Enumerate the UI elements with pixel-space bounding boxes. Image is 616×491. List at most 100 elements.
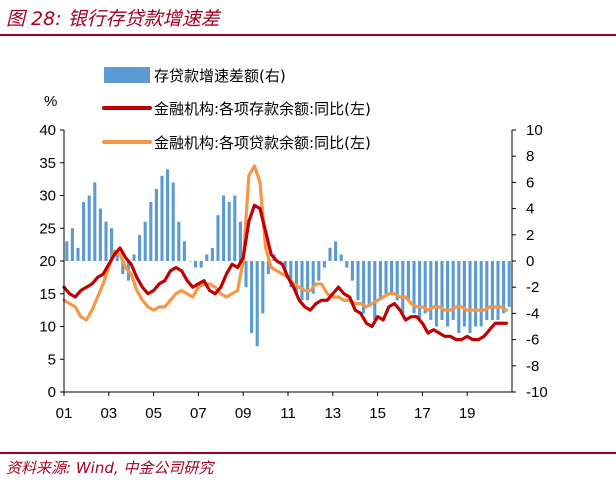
bar-mark — [261, 261, 265, 314]
x-tick-label: 09 — [235, 405, 252, 422]
bar-mark — [502, 261, 506, 314]
y-tick-label-right: 8 — [526, 148, 534, 165]
bar-mark — [149, 202, 153, 261]
y-tick-label-left: 10 — [39, 319, 56, 336]
bar-mark — [468, 261, 472, 334]
y-tick-label-left: 25 — [39, 220, 56, 237]
bar-mark — [294, 261, 298, 294]
bar-mark — [216, 215, 220, 261]
bar-mark — [121, 261, 125, 275]
bar-mark — [311, 261, 315, 294]
bar-mark — [70, 228, 74, 261]
bar-mark — [334, 241, 338, 261]
deposit-growth-line — [62, 203, 508, 342]
y-tick-label-left: 35 — [39, 155, 56, 172]
bar-mark — [87, 195, 91, 261]
bar-mark — [479, 261, 483, 327]
bar-mark — [227, 202, 231, 261]
bar-mark — [462, 261, 466, 327]
bar-mark — [401, 261, 405, 314]
y-tick-label-right: -8 — [526, 358, 539, 375]
bar-mark — [199, 261, 203, 268]
bar-mark — [378, 261, 382, 301]
x-tick-label: 17 — [414, 405, 431, 422]
x-tick-label: 03 — [100, 405, 117, 422]
bar-mark — [300, 261, 304, 301]
bar-mark — [485, 261, 489, 320]
bar-mark — [429, 261, 433, 320]
bar-mark — [362, 261, 366, 314]
source-note: 资料来源: Wind, 中金公司研究 — [6, 459, 214, 477]
bar-mark — [93, 182, 97, 261]
bar-mark — [384, 261, 388, 294]
bar-mark — [233, 195, 237, 261]
bar-mark — [317, 261, 321, 281]
bar-mark — [143, 221, 147, 261]
bar-mark — [406, 261, 410, 301]
bar-mark — [490, 261, 494, 320]
bar-mark — [222, 195, 226, 261]
footer-rule — [0, 452, 616, 454]
x-tick-label: 13 — [324, 405, 341, 422]
title-rule — [0, 34, 616, 36]
bar-mark — [306, 261, 310, 301]
bar-mark — [210, 247, 214, 261]
y-tick-label-right: 4 — [526, 201, 534, 218]
bar-mark — [104, 221, 108, 261]
y-tick-label-right: -6 — [526, 332, 539, 349]
bar-mark — [367, 261, 371, 307]
y-tick-label-right: 10 — [526, 122, 543, 139]
bar-mark — [289, 261, 293, 288]
bar-mark — [65, 241, 69, 261]
y-tick-label-right: 2 — [526, 227, 534, 244]
y-tick-label-right: -4 — [526, 305, 539, 322]
bar-mark — [188, 261, 192, 262]
bar-mark — [255, 261, 259, 347]
bar-mark — [115, 254, 119, 261]
bar-mark — [76, 247, 80, 261]
bar-mark — [194, 261, 198, 268]
bar-mark — [132, 254, 136, 261]
bar-mark — [266, 261, 270, 275]
bar-mark — [244, 261, 248, 288]
bar-mark — [395, 261, 399, 301]
bar-mark — [138, 234, 142, 261]
bars-layer — [65, 169, 511, 347]
bar-mark — [356, 261, 360, 301]
bar-mark — [98, 208, 102, 261]
bar-mark — [160, 175, 164, 261]
bar-mark — [423, 261, 427, 314]
bar-mark — [390, 261, 394, 294]
bar-mark — [322, 261, 326, 268]
bar-mark — [507, 261, 511, 307]
legend-label: 存贷款增速差额(右) — [154, 67, 286, 85]
bar-mark — [82, 202, 86, 261]
loan-growth-line — [62, 164, 508, 322]
bar-mark — [373, 261, 377, 320]
y-tick-label-right: 0 — [526, 253, 534, 270]
legend-label: 金融机构:各项贷款余额:同比(左) — [154, 134, 371, 152]
legend-swatch-bars — [104, 67, 150, 83]
bar-mark — [182, 241, 186, 261]
bar-mark — [171, 182, 175, 261]
x-tick-label: 19 — [459, 405, 476, 422]
bar-mark — [412, 261, 416, 314]
y-tick-label-left: 15 — [39, 286, 56, 303]
bar-mark — [457, 261, 461, 334]
y-tick-label-left: 40 — [39, 122, 56, 139]
bar-mark — [474, 261, 478, 327]
y-tick-label-left: 20 — [39, 253, 56, 270]
legend-label: 金融机构:各项存款余额:同比(左) — [154, 100, 371, 118]
legend-layer: 存贷款增速差额(右) 金融机构:各项存款余额:同比(左) 金融机构:各项贷款余额:同… — [102, 67, 371, 152]
bar-mark — [350, 261, 354, 281]
bar-mark — [166, 169, 170, 261]
y-tick-label-right: -10 — [526, 384, 548, 401]
bar-mark — [177, 221, 181, 261]
bar-mark — [440, 261, 444, 320]
x-tick-label: 11 — [280, 405, 296, 422]
y-tick-label-left: 5 — [48, 351, 56, 368]
bar-mark — [496, 261, 500, 320]
y-tick-label-right: 6 — [526, 174, 534, 191]
